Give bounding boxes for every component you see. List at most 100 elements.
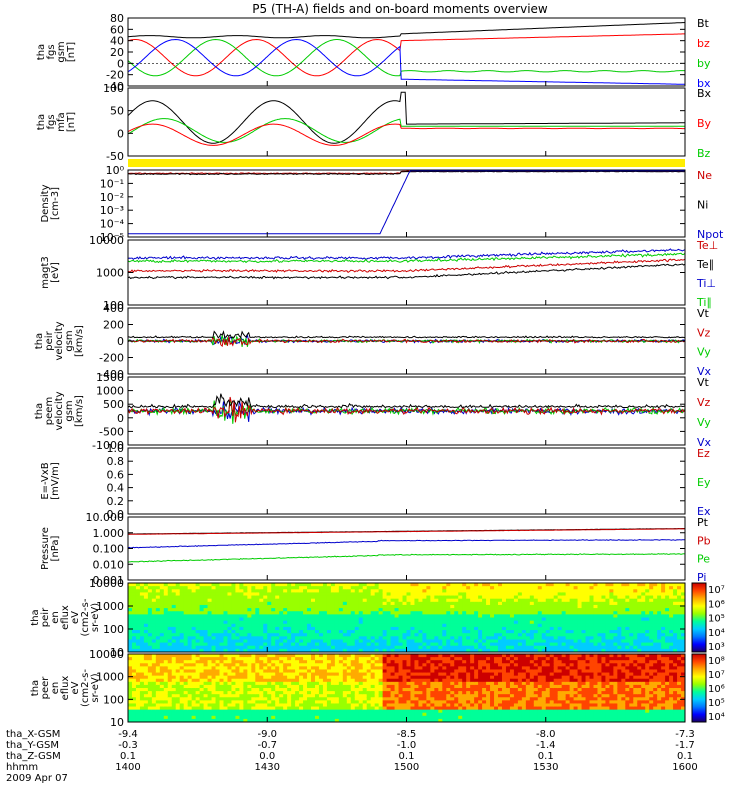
spectrogram-cell (326, 592, 332, 597)
spectrogram-cell (509, 592, 515, 597)
spectrogram-cell (287, 608, 292, 612)
spectrogram-cell (163, 712, 169, 717)
spectrogram-cell (239, 636, 244, 641)
spectrogram-cell (418, 592, 424, 597)
spectrogram-cell (147, 712, 153, 717)
spectrogram-cell (295, 703, 300, 708)
spectrogram-cell (406, 604, 412, 609)
spectrogram-cell (243, 684, 248, 689)
y-axis-label: eflux (60, 605, 71, 630)
spectrogram-cell (573, 586, 579, 590)
spectrogram-cell (513, 601, 519, 606)
spectrogram-cell (303, 586, 308, 590)
spectrogram-cell (147, 626, 153, 631)
spectrogram-cell (466, 639, 471, 644)
spectrogram-cell (561, 639, 567, 644)
spectrogram-cell (207, 598, 213, 603)
spectrogram-cell (382, 706, 388, 711)
spectrogram-cell (338, 666, 344, 671)
spectrogram-cell (577, 633, 583, 637)
spectrogram-cell (410, 595, 416, 600)
spectrogram-cell (255, 583, 260, 587)
spectrogram-cell (358, 630, 364, 634)
spectrogram-cell (641, 648, 646, 652)
spectrogram-cell (669, 633, 674, 637)
spectrogram-cell (211, 675, 217, 680)
spectrogram-cell (362, 604, 368, 609)
spectrogram-cell (322, 592, 328, 597)
spectrogram-cell (486, 620, 491, 625)
spectrogram-cell (215, 703, 221, 708)
spectrogram-cell (410, 601, 416, 606)
spectrogram-cell (505, 604, 511, 609)
spectrogram-cell (239, 678, 244, 683)
spectrogram-cell (438, 598, 443, 603)
spectrogram-cell (167, 623, 173, 628)
spectrogram-cell (553, 595, 559, 600)
spectrogram-cell (661, 630, 666, 634)
spectrogram-cell (358, 681, 364, 686)
spectrogram-cell (207, 589, 213, 594)
spectrogram-cell (322, 589, 328, 594)
spectrogram-cell (326, 601, 332, 606)
spectrogram-cell (537, 623, 543, 628)
spectrogram-cell (267, 669, 272, 674)
spectrogram-cell (569, 645, 575, 650)
spectrogram-cell (517, 589, 523, 594)
spectrogram-cell (609, 601, 614, 606)
spectrogram-cell (239, 633, 244, 637)
spectrogram-cell (458, 586, 463, 590)
spectrogram-cell (139, 642, 145, 647)
spectrogram-cell (299, 718, 304, 722)
spectrogram-cell (342, 598, 348, 603)
spectrogram-cell (378, 666, 384, 671)
spectrogram-cell (275, 657, 280, 661)
spectrogram-cell (374, 700, 380, 705)
spectrogram-cell (446, 589, 451, 594)
spectrogram-cell (191, 595, 197, 600)
spectrogram-cell (283, 684, 288, 689)
spectrogram-cell (291, 681, 296, 686)
spectrogram-cell (474, 633, 479, 637)
spectrogram-cell (374, 715, 380, 720)
spectrogram-cell (243, 645, 248, 650)
spectrogram-cell (342, 700, 348, 705)
spectrogram-cell (307, 592, 312, 597)
spectrogram-cell (231, 703, 237, 708)
spectrogram-cell (163, 672, 169, 677)
spectrogram-cell (498, 633, 503, 637)
spectrogram-cell (267, 595, 272, 600)
spectrogram-cell (649, 604, 654, 609)
spectrogram-cell (398, 688, 404, 692)
spectrogram-cell (271, 703, 276, 708)
spectrogram-cell (199, 614, 205, 619)
spectrogram-cell (505, 623, 511, 628)
spectrogram-cell (414, 709, 420, 714)
spectrogram-cell (597, 623, 603, 628)
y-axis-label: peem (44, 397, 55, 425)
spectrogram-cell (346, 669, 352, 674)
spectrogram-cell (350, 691, 356, 695)
spectrogram-cell (235, 663, 240, 667)
spectrogram-cell (251, 694, 256, 698)
spectrogram-cell (370, 608, 376, 612)
spectrogram-cell (454, 611, 459, 615)
spectrogram-cell (183, 620, 189, 625)
spectrogram-cell (354, 718, 360, 722)
spectrogram-cell (295, 648, 300, 652)
y-tick-label: 80 (110, 12, 124, 25)
spectrogram-cell (318, 630, 324, 634)
spectrogram-cell (283, 639, 288, 644)
spectrogram-cell (311, 583, 316, 587)
spectrogram-cell (283, 675, 288, 680)
spectrogram-cell (474, 620, 479, 625)
spectrogram-cell (553, 583, 559, 587)
spectrogram-cell (338, 617, 344, 622)
spectrogram-cell (382, 715, 388, 720)
spectrogram-cell (422, 589, 427, 594)
spectrogram-cell (163, 654, 169, 658)
spectrogram-cell (521, 648, 527, 652)
spectrogram-cell (446, 614, 451, 619)
spectrogram-cell (402, 604, 408, 609)
spectrogram-cell (314, 697, 320, 701)
